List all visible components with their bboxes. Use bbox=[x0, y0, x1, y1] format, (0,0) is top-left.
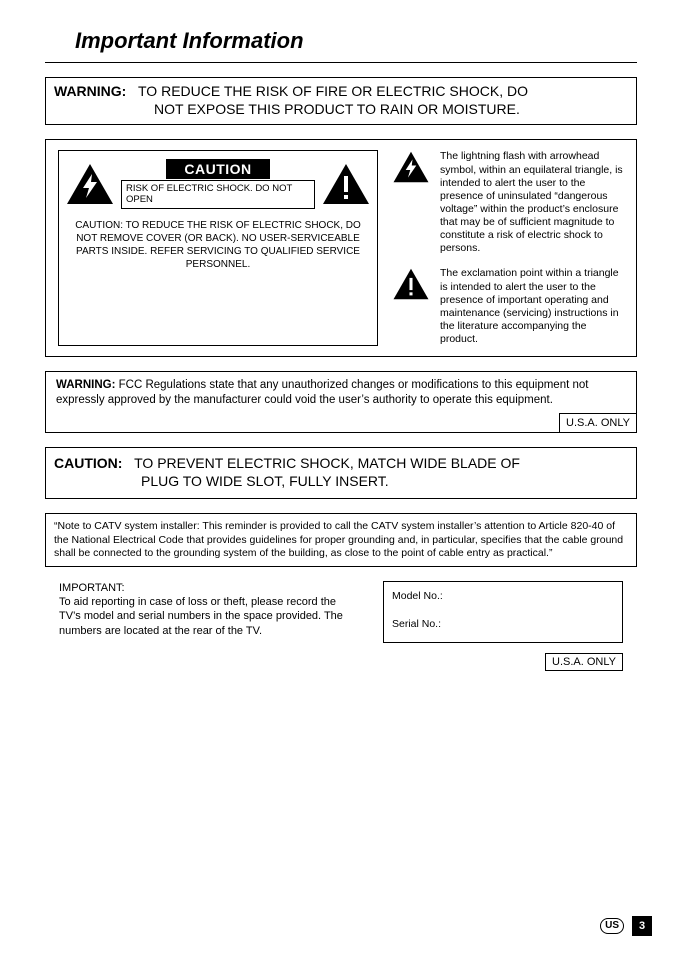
important-body: To aid reporting in case of loss or thef… bbox=[59, 595, 353, 638]
caution-subtext: RISK OF ELECTRIC SHOCK. DO NOT OPEN bbox=[121, 180, 315, 209]
exclamation-icon bbox=[392, 267, 430, 301]
important-section: IMPORTANT: To aid reporting in case of l… bbox=[45, 581, 637, 671]
fcc-warning-box: WARNING: FCC Regulations state that any … bbox=[45, 371, 637, 433]
serial-no-label: Serial No.: bbox=[392, 618, 614, 630]
exclamation-description: The exclamation point within a triangle … bbox=[440, 267, 624, 346]
caution-panel: CAUTION RISK OF ELECTRIC SHOCK. DO NOT O… bbox=[45, 139, 637, 357]
caution-header: CAUTION bbox=[166, 159, 269, 179]
caution-body-text: CAUTION: TO REDUCE THE RISK OF ELECTRIC … bbox=[65, 219, 371, 271]
caution-plug-box: CAUTION: TO PREVENT ELECTRIC SHOCK, MATC… bbox=[45, 447, 637, 499]
usa-only-tag: U.S.A. ONLY bbox=[559, 413, 637, 433]
catv-note-box: “Note to CATV system installer: This rem… bbox=[45, 513, 637, 566]
exclamation-icon bbox=[321, 162, 371, 206]
bolt-description: The lightning flash with arrowhead symbo… bbox=[440, 150, 624, 255]
warning-text-line2: NOT EXPOSE THIS PRODUCT TO RAIN OR MOIST… bbox=[154, 100, 628, 118]
caution-label: CAUTION: bbox=[54, 455, 122, 471]
lightning-bolt-icon bbox=[65, 162, 115, 206]
page-number: 3 bbox=[632, 916, 652, 936]
warning-fire-shock-box: WARNING: TO REDUCE THE RISK OF FIRE OR E… bbox=[45, 77, 637, 125]
warning-text-line1: TO REDUCE THE RISK OF FIRE OR ELECTRIC S… bbox=[138, 83, 528, 99]
lightning-bolt-icon bbox=[392, 150, 430, 184]
divider bbox=[45, 62, 637, 63]
caution-plug-line2: PLUG TO WIDE SLOT, FULLY INSERT. bbox=[141, 472, 628, 490]
warning-label: WARNING: bbox=[54, 83, 126, 99]
region-badge: US bbox=[600, 918, 624, 934]
important-heading: IMPORTANT: bbox=[59, 581, 353, 595]
page-footer: US 3 bbox=[600, 916, 652, 936]
fcc-text: FCC Regulations state that any unauthori… bbox=[56, 379, 588, 406]
model-no-label: Model No.: bbox=[392, 590, 614, 602]
page-title: Important Information bbox=[75, 28, 637, 54]
usa-only-tag: U.S.A. ONLY bbox=[545, 653, 623, 671]
caution-inner-box: CAUTION RISK OF ELECTRIC SHOCK. DO NOT O… bbox=[58, 150, 378, 346]
serial-box: Model No.: Serial No.: bbox=[383, 581, 623, 643]
fcc-label: WARNING: bbox=[56, 379, 115, 391]
caution-plug-line1: TO PREVENT ELECTRIC SHOCK, MATCH WIDE BL… bbox=[134, 455, 520, 471]
